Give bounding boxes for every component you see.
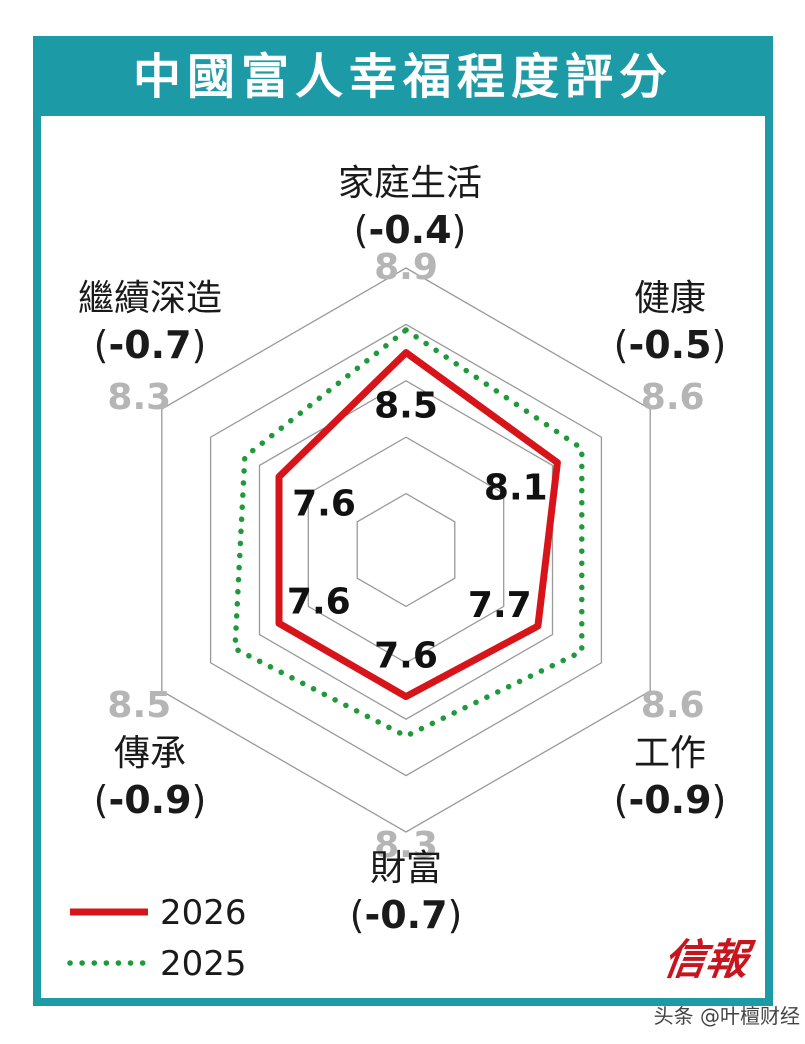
axis-label: 財富 [370,848,442,889]
axis-delta-label: (-0.7) [350,893,463,937]
axis-delta-label: (-0.5) [614,323,727,367]
axis-label: 家庭生活 [338,163,482,204]
value-label-2025: 8.3 [374,825,438,866]
axis-delta-label: (-0.4) [354,208,467,252]
series-2025-polygon [232,327,585,739]
value-label-2025: 8.3 [107,377,171,418]
chart-title: 中國富人幸福程度評分 [132,49,673,105]
axis-label: 繼續深造 [78,278,222,319]
legend: 2026 2025 [67,893,247,984]
value-label-2025: 8.9 [374,247,438,288]
publisher-logo: 信報 [660,935,752,984]
axis-delta-label: (-0.9) [614,778,727,822]
value-label-2026: 7.6 [287,581,351,622]
value-label-2025: 8.6 [641,685,705,726]
legend-label-2025: 2025 [160,944,247,984]
grid [161,267,651,833]
series [232,327,585,739]
value-label-2025: 8.5 [107,685,171,726]
labels: 8.5 8.1 7.7 7.6 7.6 7.6 8.9 8.6 8.6 8.3 8.5 8.3 家庭生活… [78,163,726,937]
axis-label: 工作 [634,733,706,774]
series-2026-polygon [275,349,561,701]
grid-ring [258,380,554,720]
legend-label-2026: 2026 [160,893,247,933]
value-label-2026: 8.1 [484,468,548,509]
axis-label: 傳承 [114,733,186,774]
grid-ring [161,267,651,833]
value-label-2026: 7.7 [468,585,532,626]
watermark: 头条 @叶檀财经 [653,1004,800,1028]
value-label-2026: 8.5 [374,386,438,427]
value-label-2025: 8.6 [641,377,705,418]
grid-ring [209,323,603,777]
axis-delta-label: (-0.9) [94,778,207,822]
value-label-2026: 7.6 [374,636,438,677]
grid-ring [356,492,456,608]
axis-delta-label: (-0.7) [94,323,207,367]
axis-label: 健康 [634,278,706,319]
grid-ring [307,436,505,664]
value-label-2026: 7.6 [292,484,356,525]
